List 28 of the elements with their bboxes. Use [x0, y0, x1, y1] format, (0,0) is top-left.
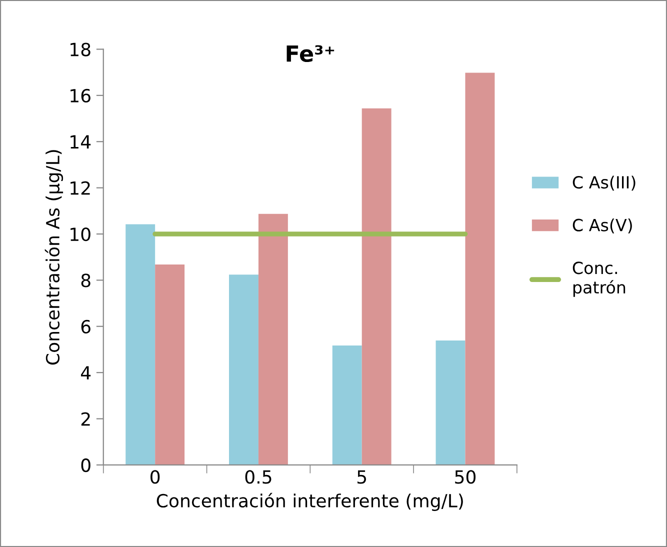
legend-label: C As(V) — [572, 218, 632, 234]
y-tick-label: 0 — [81, 458, 90, 472]
bar — [155, 264, 185, 465]
x-axis-title: Concentración interferente (mg/L) — [156, 492, 463, 512]
y-tick-label: 14 — [70, 135, 91, 148]
y-tick-label: 16 — [70, 88, 90, 103]
bar — [258, 214, 288, 465]
bar — [465, 72, 495, 465]
y-tick-label: 8 — [81, 274, 90, 288]
x-tick-label: 0.5 — [245, 470, 272, 484]
y-tick-label: 10 — [70, 227, 90, 242]
bar — [229, 274, 258, 465]
chart-title: Fe³⁺ — [286, 45, 334, 62]
bar — [362, 108, 392, 465]
x-tick-label: 50 — [455, 470, 476, 484]
bar — [436, 340, 466, 465]
bar — [126, 224, 156, 465]
x-tick-label: 5 — [357, 470, 366, 484]
y-tick-label: 2 — [81, 412, 90, 426]
x-tick-label: 0 — [150, 470, 160, 484]
y-tick-label: 18 — [70, 42, 90, 56]
bar — [332, 346, 362, 465]
y-tick-label: 4 — [80, 366, 91, 380]
legend-label: Conc. patrón — [572, 262, 626, 297]
legend-label: C As(III) — [572, 176, 636, 191]
y-tick-label: 12 — [70, 181, 90, 195]
y-axis-title: Concentración As (µg/L) — [44, 150, 64, 365]
y-tick-label: 6 — [81, 320, 90, 334]
